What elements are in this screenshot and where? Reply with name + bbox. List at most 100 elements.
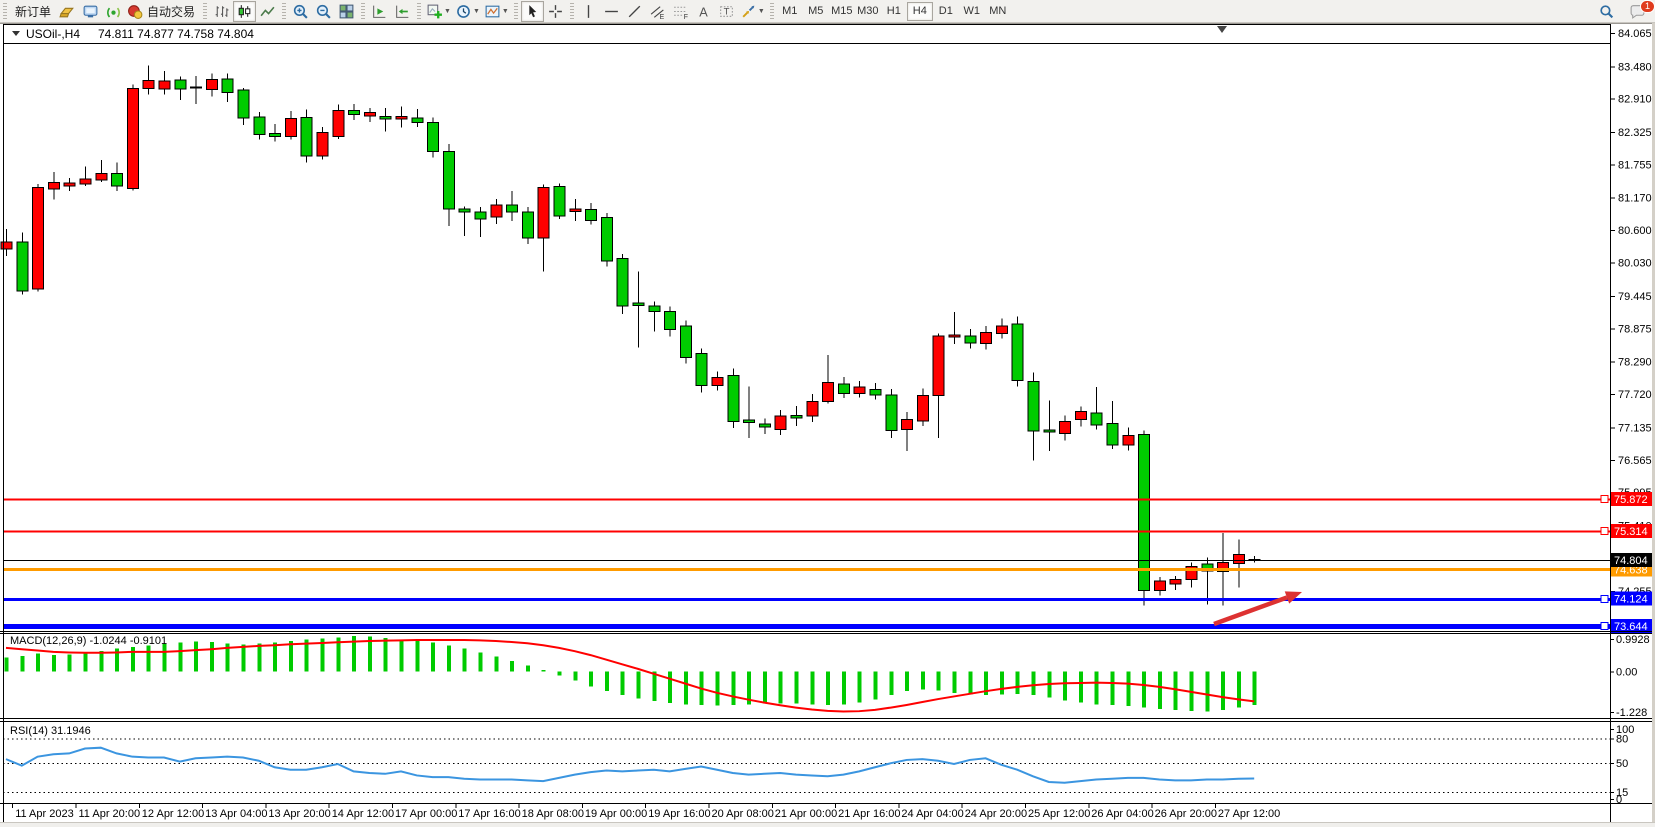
terminal-icon-button[interactable]	[79, 1, 102, 22]
candlestick-icon	[238, 4, 251, 18]
toolbar-grip[interactable]	[417, 3, 422, 19]
timeframe-m5-button[interactable]: M5	[803, 2, 829, 21]
trend-arrow-head[interactable]	[1284, 591, 1302, 604]
rsi-scale-label: 15	[1616, 787, 1628, 799]
candle	[1153, 577, 1166, 596]
zoom-in-button[interactable]	[289, 1, 312, 22]
text-icon: A	[699, 4, 708, 19]
time-tick-label: 24 Apr 20:00	[965, 808, 1027, 820]
shapes-icon	[742, 5, 755, 17]
auto-scroll-button[interactable]	[368, 1, 391, 22]
fibonacci-button[interactable]: F	[669, 1, 692, 22]
candle	[63, 177, 76, 191]
candle	[95, 160, 108, 182]
templates-button[interactable]: ▼	[482, 1, 511, 22]
candle	[695, 348, 708, 393]
price-tick-label: 82.910	[1618, 94, 1652, 106]
toolbar-grip[interactable]	[203, 3, 208, 19]
tile-windows-button[interactable]	[335, 1, 358, 22]
toolbar-grip[interactable]	[3, 3, 7, 19]
timeframe-m30-button[interactable]: M30	[855, 2, 881, 21]
hlines-layer[interactable]	[3, 494, 1610, 631]
hline-handle[interactable]	[1600, 526, 1609, 536]
indicators-button[interactable]: ▼	[424, 1, 453, 22]
vline-button[interactable]	[577, 1, 600, 22]
price-label-box	[1611, 523, 1654, 538]
label-button[interactable]: T	[715, 1, 738, 22]
macd-histogram-bar	[83, 652, 88, 672]
candle	[32, 184, 45, 292]
time-tick-label: 21 Apr 16:00	[838, 808, 900, 820]
toolbar-grip[interactable]	[361, 3, 366, 19]
autotrade-button[interactable]: 自动交易	[125, 1, 200, 22]
price-label-text: 75.314	[1614, 526, 1648, 538]
crosshair-button[interactable]	[544, 1, 567, 22]
time-tick-label: 13 Apr 20:00	[268, 808, 330, 820]
hline-button[interactable]	[600, 1, 623, 22]
dropdown-arrow-icon[interactable]: ▼	[444, 7, 451, 15]
candle	[869, 383, 882, 400]
chart-window[interactable]: 84.065 83.480 82.910 82.325 81.755 81.170 80.6…	[0, 23, 1655, 827]
macd-histogram-bar	[1126, 671, 1131, 706]
price-hline-75.872[interactable]	[3, 494, 1610, 504]
macd-histogram-bar	[1110, 671, 1115, 705]
macd-histogram-bar	[67, 654, 72, 672]
signal-icon-button[interactable]	[102, 1, 125, 22]
hline-handle[interactable]	[1600, 621, 1609, 631]
candlestick-button[interactable]	[233, 0, 257, 22]
hline-handle[interactable]	[1600, 594, 1609, 604]
text-button[interactable]: A	[692, 1, 715, 22]
timeframe-m1-button[interactable]: M1	[777, 2, 803, 21]
price-axis: 84.065 83.480 82.910 82.325 81.755 81.170 80.6…	[1610, 23, 1655, 822]
line-chart-button[interactable]	[256, 1, 279, 22]
line-chart-icon	[260, 6, 275, 16]
rsi-scale-label: 100	[1616, 724, 1634, 736]
cursor-icon	[529, 4, 537, 17]
timeframe-h1-button[interactable]: H1	[881, 2, 907, 21]
bar-chart-button[interactable]	[210, 1, 233, 22]
dropdown-arrow-icon[interactable]: ▼	[501, 7, 509, 15]
new-order-button[interactable]: 新订单	[10, 1, 56, 22]
chart-menu-triangle-icon[interactable]	[12, 31, 20, 36]
candle	[932, 333, 945, 438]
rsi-pane-layer	[3, 738, 1610, 793]
macd-histogram-bar	[162, 643, 167, 672]
arrow-annotation[interactable]	[1213, 26, 1302, 627]
timeframe-d1-button[interactable]: D1	[933, 2, 959, 21]
dropdown-arrow-icon[interactable]: ▼	[472, 7, 480, 15]
price-hline-75.314[interactable]	[3, 526, 1610, 536]
dropdown-arrow-icon[interactable]: ▼	[757, 7, 765, 15]
rsi-scale-label: 80	[1616, 734, 1628, 746]
timeframe-w1-button[interactable]: W1	[959, 2, 985, 21]
toolbar-grip[interactable]	[282, 3, 287, 19]
timeframe-mn-button[interactable]: MN	[985, 2, 1011, 21]
toolbar-grip[interactable]	[569, 3, 574, 19]
hline-handle[interactable]	[1600, 494, 1609, 504]
timeframe-h4-button[interactable]: H4	[906, 1, 933, 21]
search-button[interactable]	[1595, 1, 1618, 22]
shapes-button[interactable]: ▼	[738, 1, 767, 22]
zoom-out-button[interactable]	[312, 1, 335, 22]
channel-button[interactable]: E	[646, 1, 669, 22]
toolbar-grip[interactable]	[513, 3, 518, 19]
rsi-line	[5, 746, 1255, 784]
trend-arrow-line[interactable]	[1213, 595, 1288, 627]
candle	[190, 75, 203, 104]
candle	[458, 206, 471, 236]
macd-histogram-bar	[952, 671, 957, 693]
periods-button[interactable]: ▼	[453, 1, 482, 22]
trendline-button[interactable]	[623, 1, 646, 22]
shift-marker-icon[interactable]	[1217, 26, 1227, 33]
chart-shift-button[interactable]	[391, 1, 414, 22]
gold-ingot-icon-button[interactable]	[56, 1, 79, 22]
bar-chart-icon	[215, 5, 229, 17]
candle	[221, 73, 234, 103]
candle	[506, 190, 519, 222]
timeframe-m15-button[interactable]: M15	[829, 2, 855, 21]
notification-badge: 1	[1640, 0, 1655, 13]
price-hline-74.124[interactable]	[3, 594, 1610, 604]
cursor-button[interactable]	[520, 0, 544, 22]
price-hline-73.644[interactable]	[3, 621, 1610, 631]
macd-histogram-bar	[968, 671, 973, 695]
toolbar-grip[interactable]	[769, 3, 774, 19]
